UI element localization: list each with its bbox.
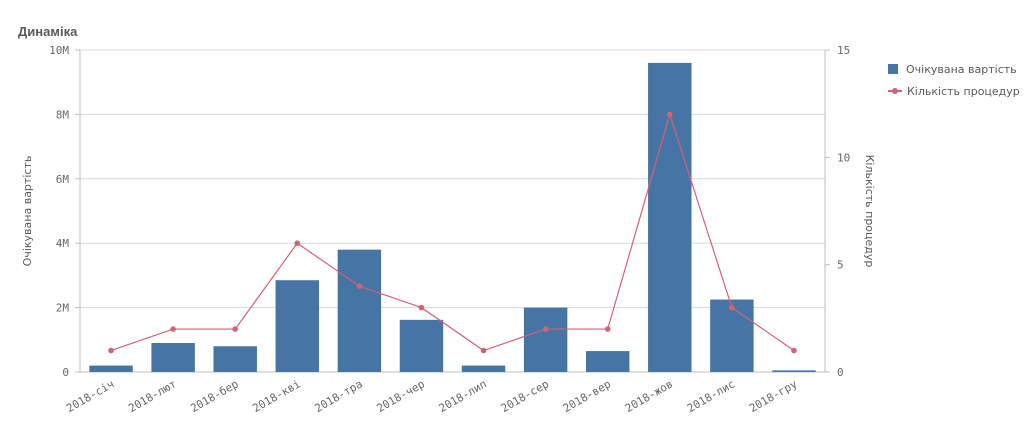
legend-item-bar-series[interactable]: Очікувана вартість <box>888 58 1020 80</box>
y2-tick-label: 10 <box>837 151 850 164</box>
x-tick-label: 2018-кві <box>250 377 302 415</box>
line-point <box>108 347 114 354</box>
line-point <box>791 347 797 354</box>
bar <box>337 249 382 372</box>
legend-line-swatch <box>888 86 902 96</box>
bar <box>89 365 133 372</box>
y-tick-label: 8M <box>56 108 70 121</box>
bar <box>772 370 816 372</box>
x-tick-label: 2018-січ <box>64 377 116 415</box>
x-tick-label: 2018-лют <box>126 377 178 415</box>
y-tick-label: 10M <box>49 44 69 57</box>
legend: Очікувана вартість Кількість процедур <box>888 58 1020 102</box>
x-tick-label: 2018-сер <box>499 377 551 415</box>
line-point <box>294 240 301 246</box>
y-tick-label: 0 <box>62 366 69 379</box>
y2-tick-label: 0 <box>837 366 844 379</box>
line-point <box>170 326 176 332</box>
y-axis-title: Очікувана вартість <box>21 156 34 267</box>
bar <box>151 343 195 372</box>
chart-title: Динаміка <box>18 24 78 39</box>
legend-item-line-series[interactable]: Кількість процедур <box>888 80 1020 102</box>
x-tick-label: 2018-бер <box>188 377 240 415</box>
bar <box>213 346 257 372</box>
line-point <box>356 283 363 289</box>
legend-bar-label: Очікувана вартість <box>906 62 1017 76</box>
y-tick-label: 4M <box>56 237 70 250</box>
line-point <box>232 326 239 332</box>
y-tick-label: 6M <box>56 173 70 186</box>
line-series <box>110 112 795 352</box>
x-tick-label: 2018-вер <box>561 377 613 415</box>
x-tick-label: 2018-жов <box>623 377 675 415</box>
x-tick-label: 2018-тра <box>312 377 364 415</box>
legend-line-label: Кількість процедур <box>907 84 1020 98</box>
bar <box>585 351 630 372</box>
y2-tick-label: 15 <box>837 44 850 57</box>
line-point <box>666 111 673 118</box>
x-tick-label: 2018-лип <box>437 377 489 415</box>
bar <box>648 62 692 372</box>
line-point <box>542 326 549 332</box>
bar <box>523 307 568 372</box>
x-tick-label: 2018-лис <box>685 377 737 415</box>
bar <box>461 365 506 372</box>
x-tick-label: 2018-гру <box>747 377 800 415</box>
line-point <box>729 304 735 311</box>
y2-axis-title: Кількість процедур <box>863 155 876 268</box>
y-tick-label: 2M <box>56 302 70 315</box>
bar <box>275 280 320 372</box>
line-point <box>604 326 611 332</box>
line-point <box>480 347 487 354</box>
y2-tick-label: 5 <box>837 259 844 272</box>
line-point <box>418 304 425 311</box>
bar <box>710 299 754 372</box>
x-tick-label: 2018-чер <box>375 377 427 415</box>
bar <box>399 319 444 372</box>
legend-bar-swatch <box>888 64 898 74</box>
